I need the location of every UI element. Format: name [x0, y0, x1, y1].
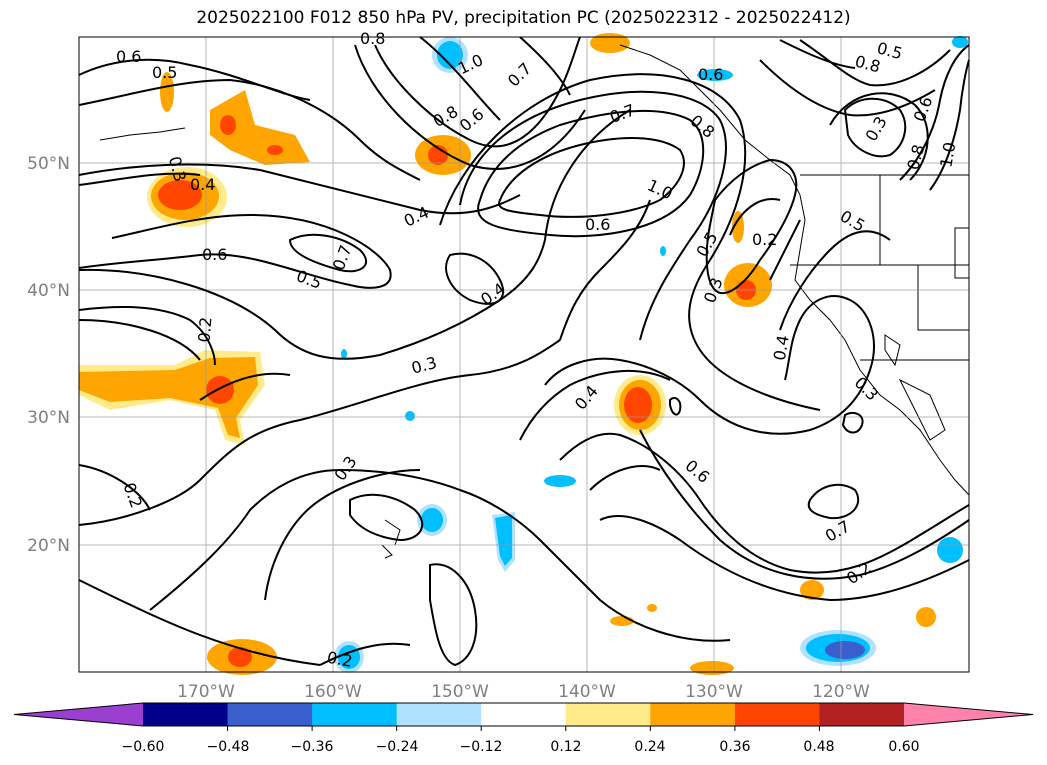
- precip-positive-areas: [79, 33, 936, 675]
- colorbar-segment: [819, 703, 905, 726]
- contour-label: 0.2: [752, 230, 777, 249]
- colorbar-segment: [227, 703, 313, 726]
- colorbar-tick-labels: −0.60 −0.48 −0.36 −0.24 −0.12 0.12 0.24 …: [122, 739, 920, 755]
- contour-label: 0.6: [698, 65, 723, 84]
- colorbar-tick-label: −0.48: [207, 739, 250, 755]
- map-title: 2025022100 F012 850 hPa PV, precipitatio…: [196, 8, 851, 28]
- lon-label: 160°W: [304, 682, 362, 702]
- colorbar-segment: [143, 703, 229, 726]
- lon-label: 140°W: [558, 682, 616, 702]
- lat-label: 50°N: [27, 154, 70, 174]
- colorbar-tick-label: −0.12: [460, 739, 503, 755]
- contour-label: 0.5: [152, 63, 177, 82]
- colorbar-tick-label: −0.36: [291, 739, 334, 755]
- colorbar-outline: [13, 702, 1034, 727]
- colorbar-extend-min: [14, 703, 143, 726]
- contour-label: 0.6: [585, 215, 610, 234]
- colorbar-tick-label: 0.24: [634, 739, 665, 755]
- coastlines: [99, 44, 970, 559]
- lat-label: 40°N: [27, 281, 70, 301]
- lon-label: 120°W: [812, 682, 870, 702]
- contour-label: 0.8: [360, 29, 385, 48]
- contour-label: 0.2: [326, 648, 354, 671]
- colorbar-segment: [396, 703, 482, 726]
- contour-label: 1.0: [936, 141, 959, 169]
- contour-label: 0.6: [116, 47, 141, 66]
- map-frame: [78, 36, 970, 673]
- contour-label: 0.4: [770, 334, 793, 362]
- colorbar-tick-label: 0.12: [550, 739, 581, 755]
- contour-label: 0.6: [202, 245, 227, 264]
- lon-label: 170°W: [177, 682, 235, 702]
- colorbar-segment: [565, 703, 651, 726]
- lat-label: 20°N: [27, 536, 70, 556]
- latitude-labels: 50°N 40°N 30°N 20°N: [27, 154, 70, 556]
- pv-contours: [78, 36, 970, 667]
- colorbar-tick-label: −0.60: [122, 739, 165, 755]
- colorbar: [13, 702, 1034, 731]
- colorbar-segment: [481, 703, 567, 726]
- longitude-labels: 170°W 160°W 150°W 140°W 130°W 120°W: [177, 682, 870, 702]
- contour-label: 0.2: [194, 316, 215, 343]
- lon-label: 150°W: [431, 682, 489, 702]
- lat-label: 30°N: [27, 408, 70, 428]
- colorbar-segment: [734, 703, 820, 726]
- colorbar-tick-label: 0.60: [888, 739, 919, 755]
- colorbar-extend-max: [904, 703, 1033, 726]
- colorbar-segment: [650, 703, 736, 726]
- contour-label: 0.4: [190, 175, 215, 194]
- colorbar-tick-label: −0.24: [376, 739, 419, 755]
- colorbar-tick-label: 0.36: [719, 739, 750, 755]
- colorbar-tick-label: 0.48: [803, 739, 834, 755]
- colorbar-segment: [312, 703, 398, 726]
- graticule: [79, 37, 969, 672]
- lon-label: 130°W: [685, 682, 743, 702]
